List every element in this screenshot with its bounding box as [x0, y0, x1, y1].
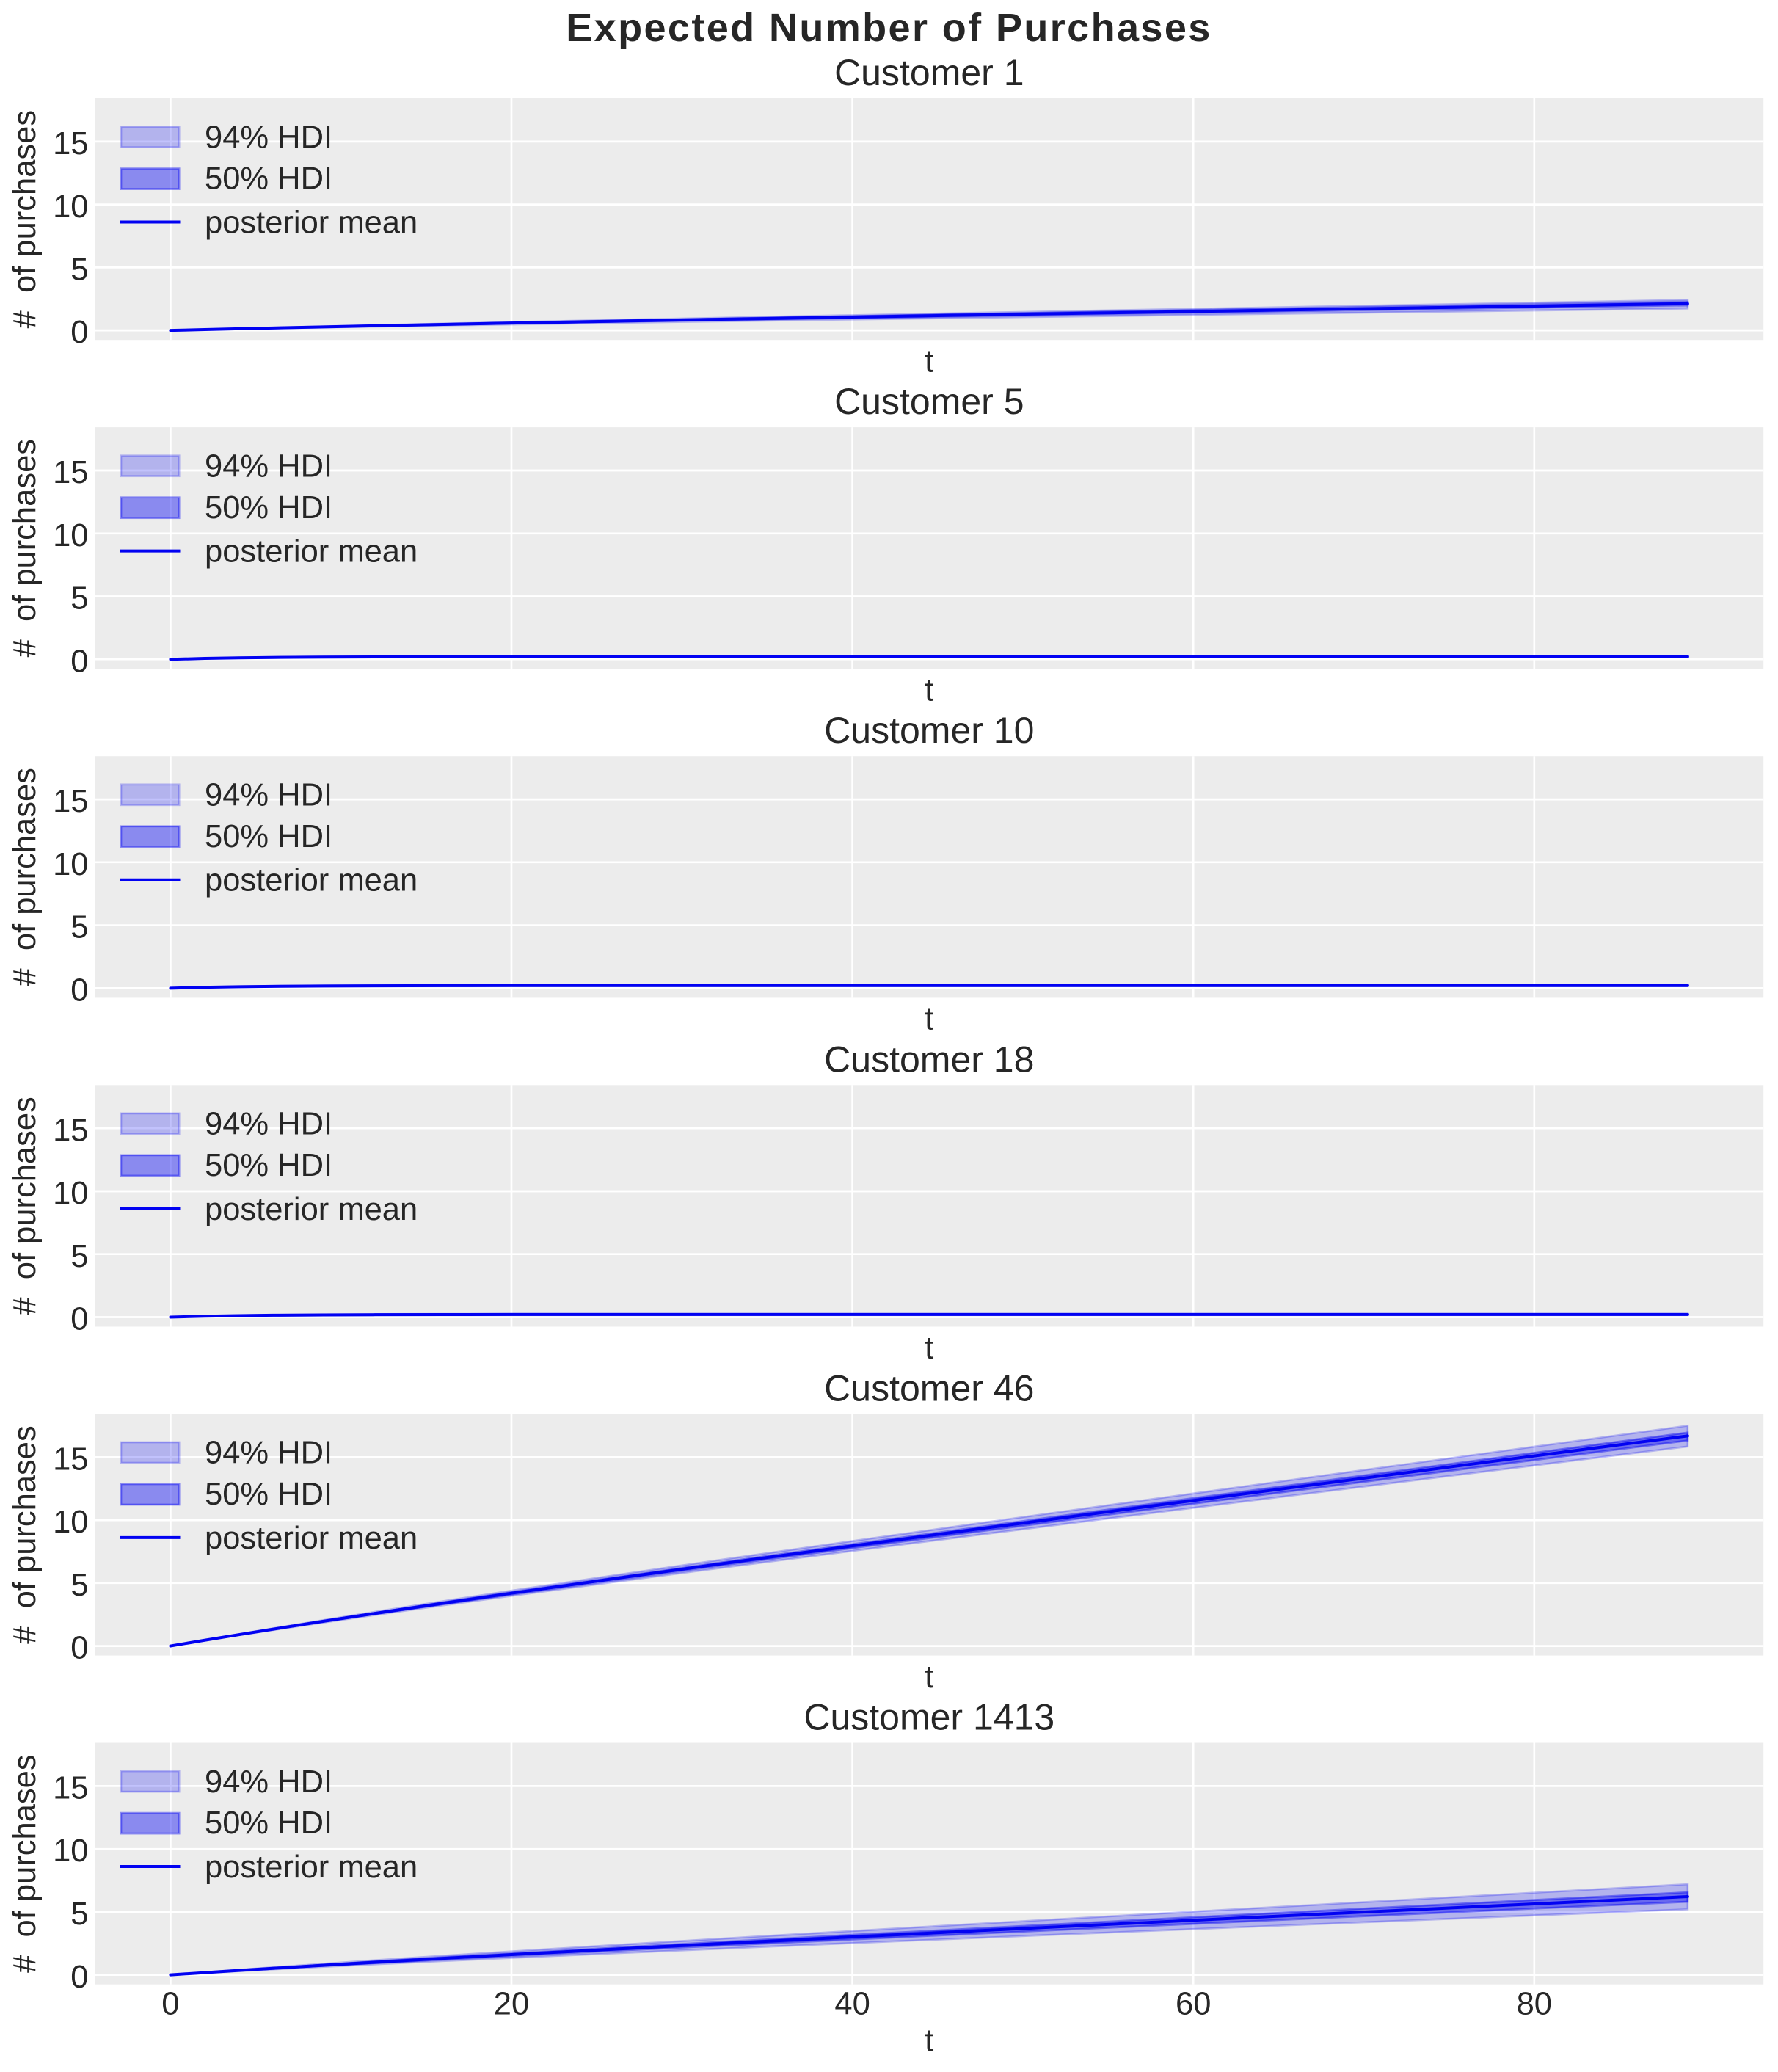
svg-text:15: 15 — [53, 784, 88, 819]
svg-text:94% HDI: 94% HDI — [205, 1436, 332, 1471]
svg-text:5: 5 — [70, 252, 88, 288]
svg-text:posterior mean: posterior mean — [205, 534, 418, 570]
svg-text:t: t — [925, 1002, 933, 1037]
svg-text:t: t — [925, 1331, 933, 1366]
svg-text:50% HDI: 50% HDI — [205, 819, 332, 854]
svg-text:15: 15 — [53, 1442, 88, 1477]
svg-text:50% HDI: 50% HDI — [205, 490, 332, 526]
svg-text:posterior mean: posterior mean — [205, 1521, 418, 1556]
svg-text:posterior mean: posterior mean — [205, 1850, 418, 1885]
svg-text:94% HDI: 94% HDI — [205, 120, 332, 155]
svg-text:15: 15 — [53, 126, 88, 161]
svg-text:94% HDI: 94% HDI — [205, 448, 332, 484]
svg-text:10: 10 — [53, 1176, 88, 1211]
svg-text:0: 0 — [70, 1302, 88, 1337]
svg-text:0: 0 — [70, 1631, 88, 1666]
svg-text:5: 5 — [70, 1239, 88, 1274]
svg-text:5: 5 — [70, 1568, 88, 1603]
svg-text:50% HDI: 50% HDI — [205, 1148, 332, 1183]
svg-text:5: 5 — [70, 910, 88, 945]
svg-text:94% HDI: 94% HDI — [205, 1764, 332, 1800]
svg-text:t: t — [925, 673, 933, 708]
svg-text:94% HDI: 94% HDI — [205, 778, 332, 813]
svg-text:0: 0 — [70, 1960, 88, 1995]
svg-text:Customer 1413: Customer 1413 — [804, 1697, 1054, 1738]
svg-text:posterior mean: posterior mean — [205, 863, 418, 898]
svg-text:10: 10 — [53, 518, 88, 553]
svg-text:10: 10 — [53, 847, 88, 882]
svg-text:Expected Number of Purchases: Expected Number of Purchases — [566, 6, 1212, 50]
svg-text:20: 20 — [494, 1987, 529, 2022]
svg-text:0: 0 — [70, 973, 88, 1008]
svg-text:t: t — [925, 2024, 933, 2059]
svg-text:50% HDI: 50% HDI — [205, 1477, 332, 1512]
svg-text:5: 5 — [70, 1897, 88, 1932]
svg-text:# of purchases: # of purchases — [7, 1754, 43, 1972]
svg-text:Customer 18: Customer 18 — [824, 1039, 1034, 1080]
svg-text:60: 60 — [1176, 1987, 1211, 2022]
svg-text:posterior mean: posterior mean — [205, 1192, 418, 1227]
svg-text:# of purchases: # of purchases — [7, 1425, 43, 1643]
svg-text:# of purchases: # of purchases — [7, 439, 43, 657]
svg-text:15: 15 — [53, 455, 88, 490]
svg-text:t: t — [925, 1660, 933, 1695]
svg-text:0: 0 — [70, 644, 88, 679]
svg-text:Customer 5: Customer 5 — [834, 381, 1024, 422]
svg-text:10: 10 — [53, 1833, 88, 1869]
svg-text:10: 10 — [53, 1505, 88, 1540]
svg-text:t: t — [925, 344, 933, 379]
svg-text:Customer 10: Customer 10 — [824, 710, 1034, 751]
svg-text:80: 80 — [1517, 1987, 1552, 2022]
svg-text:posterior mean: posterior mean — [205, 206, 418, 241]
svg-text:40: 40 — [834, 1987, 870, 2022]
svg-text:10: 10 — [53, 189, 88, 225]
svg-text:Customer 1: Customer 1 — [834, 52, 1024, 93]
svg-text:15: 15 — [53, 1771, 88, 1806]
svg-text:5: 5 — [70, 581, 88, 617]
svg-text:# of purchases: # of purchases — [7, 110, 43, 328]
svg-text:Customer 46: Customer 46 — [824, 1367, 1034, 1408]
svg-text:0: 0 — [161, 1987, 179, 2022]
svg-text:# of purchases: # of purchases — [7, 768, 43, 986]
svg-text:50% HDI: 50% HDI — [205, 161, 332, 197]
svg-text:94% HDI: 94% HDI — [205, 1107, 332, 1142]
svg-text:0: 0 — [70, 315, 88, 350]
svg-text:15: 15 — [53, 1113, 88, 1148]
svg-text:# of purchases: # of purchases — [7, 1097, 43, 1315]
svg-text:50% HDI: 50% HDI — [205, 1806, 332, 1841]
